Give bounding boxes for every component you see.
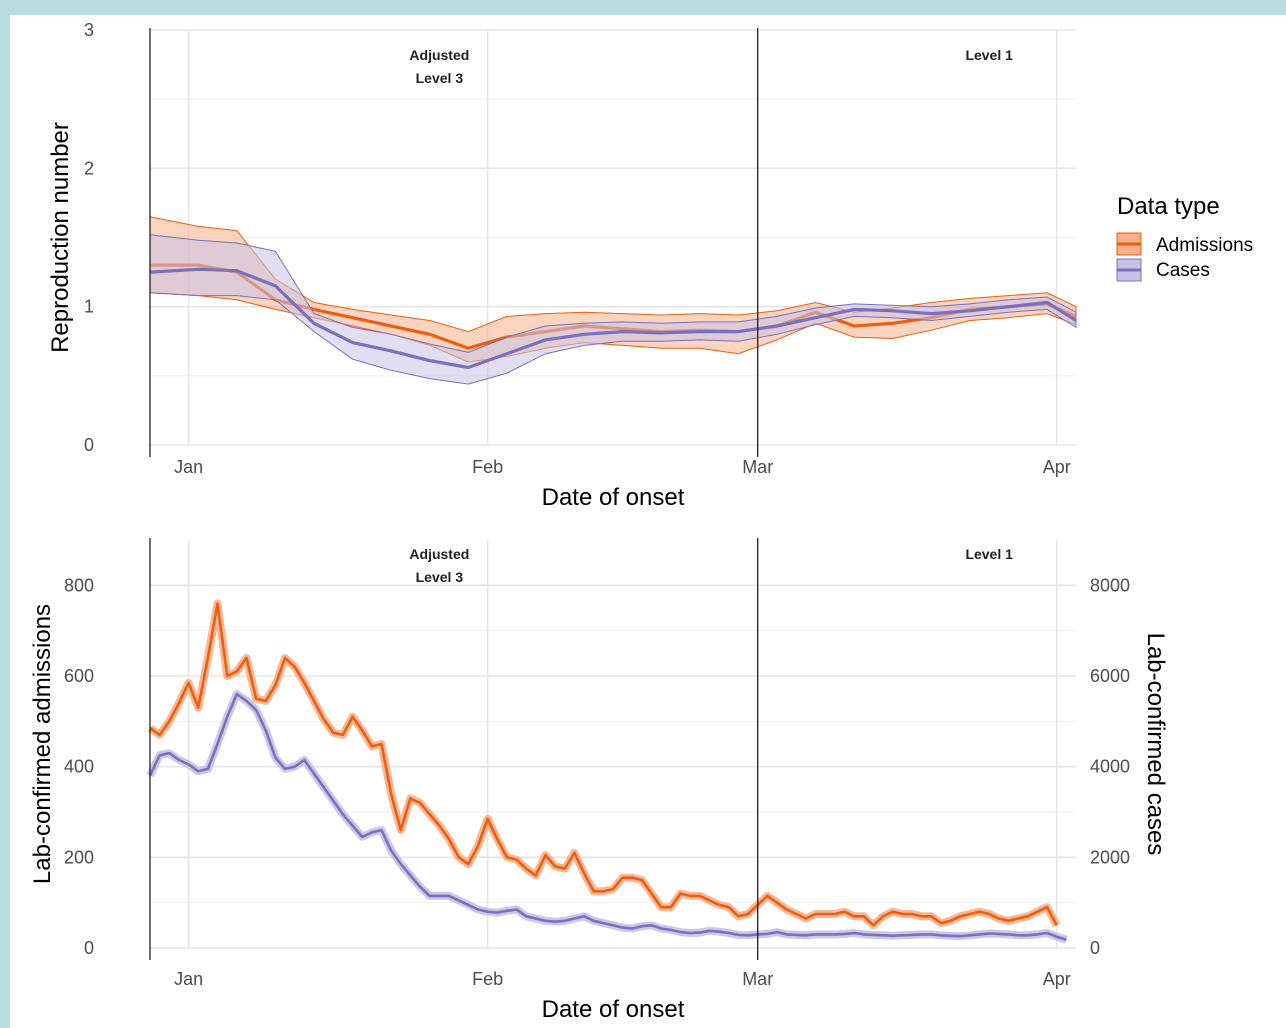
y-tick-label: 400	[64, 757, 94, 777]
alert-level-annotation: Level 3	[416, 569, 464, 585]
x-axis-title: Date of onset	[542, 484, 685, 511]
y-axis-title: Lab-confirmed admissions	[29, 604, 56, 884]
x-axis-title: Date of onset	[542, 996, 685, 1023]
chart-legend: Data type Admissions Cases	[1116, 193, 1253, 282]
y-tick-label: 600	[64, 666, 94, 686]
alert-level-annotation: Level 1	[965, 546, 1013, 562]
x-tick-label: Jan	[174, 457, 203, 477]
y-tick-label: 200	[64, 847, 94, 867]
y-tick-label: 800	[64, 575, 94, 595]
series-line-cases	[148, 692, 1067, 942]
alert-level-annotation: Adjusted	[409, 47, 469, 63]
y2-tick-label: 4000	[1090, 757, 1130, 777]
y2-tick-label: 8000	[1090, 575, 1130, 595]
lab-confirmed-counts-chart: 0 200 400 600 800 Jan Feb Mar Apr 0 2000 4000 6000 80…	[29, 538, 1169, 1023]
x-tick-label: Mar	[742, 457, 773, 477]
y2-tick-label: 6000	[1090, 666, 1130, 686]
y-tick-label: 2	[84, 158, 94, 178]
figure-panel: 0 1 2 3 Jan Feb Mar Apr Adjusted Level 3 Level 1 Da…	[10, 15, 1286, 1028]
y-tick-label: 1	[84, 297, 94, 317]
x-tick-label: Feb	[472, 457, 503, 477]
reproduction-number-chart: 0 1 2 3 Jan Feb Mar Apr Adjusted Level 3 Level 1 Da…	[47, 20, 1077, 511]
x-tick-label: Apr	[1043, 457, 1071, 477]
x-tick-label: Mar	[742, 969, 773, 989]
alert-level-annotation: Level 1	[965, 47, 1013, 63]
y-axis-title: Reproduction number	[47, 122, 74, 353]
y2-axis-title: Lab-confirmed cases	[1142, 633, 1169, 856]
ci-ribbon-cases	[149, 234, 1077, 385]
x-tick-label: Feb	[472, 969, 503, 989]
y-tick-label: 0	[84, 938, 94, 958]
chart-figure: 0 1 2 3 Jan Feb Mar Apr Adjusted Level 3 Level 1 Da…	[29, 20, 1253, 1023]
y-tick-label: 0	[84, 435, 94, 455]
legend-label-admissions: Admissions	[1156, 235, 1253, 256]
alert-level-annotation: Adjusted	[409, 546, 469, 562]
y2-tick-label: 0	[1090, 938, 1100, 958]
alert-level-annotation: Level 3	[416, 70, 464, 86]
series-line-admissions	[149, 602, 1058, 927]
legend-label-cases: Cases	[1156, 260, 1210, 281]
x-tick-label: Apr	[1043, 969, 1071, 989]
y2-tick-label: 2000	[1090, 847, 1130, 867]
x-tick-label: Jan	[174, 969, 203, 989]
y-tick-label: 3	[84, 20, 94, 40]
legend-title: Data type	[1117, 193, 1220, 220]
series-line-cases	[149, 267, 1077, 370]
